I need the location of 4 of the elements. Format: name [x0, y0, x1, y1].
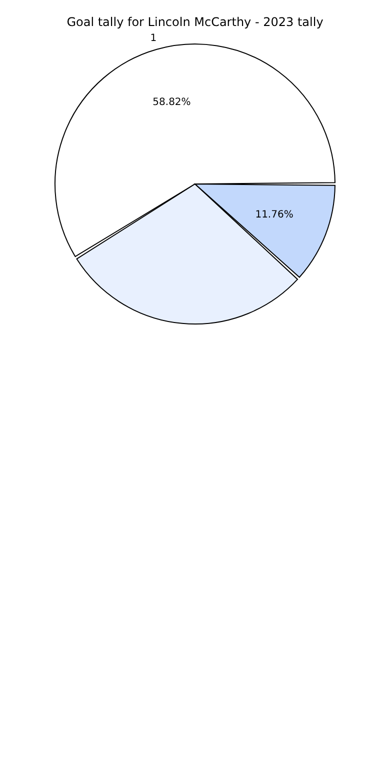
- chart-title: Goal tally for Lincoln McCarthy - 2023 tally: [66, 14, 324, 29]
- data-label: 11.76%: [255, 210, 294, 221]
- slice-label: 1: [150, 32, 157, 44]
- data-label: 58.82%: [152, 97, 191, 108]
